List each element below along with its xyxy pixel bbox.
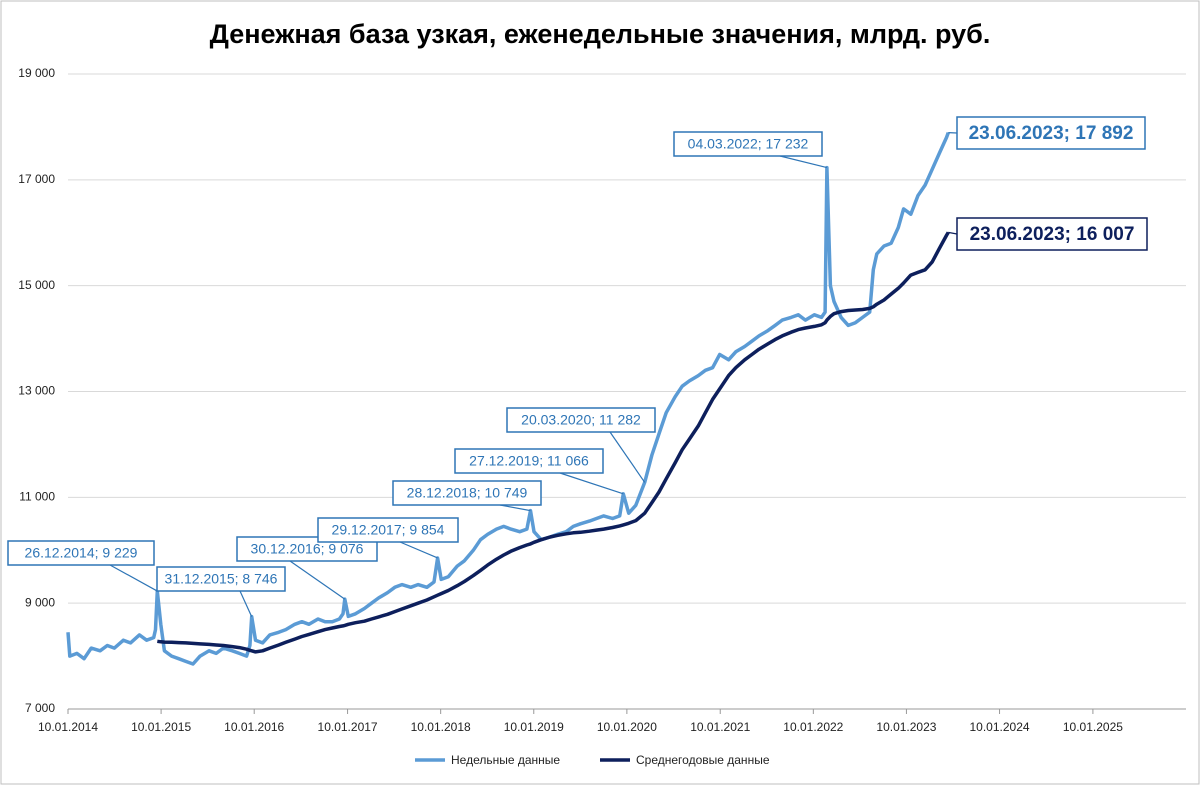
annotation-pointer — [779, 155, 827, 169]
annotation-box — [506, 407, 656, 433]
annotation-label: 29.12.2017; 9 854 — [332, 522, 445, 538]
annotation-label: 04.03.2022; 17 232 — [688, 136, 809, 152]
series-line — [157, 231, 950, 654]
x-tick-label: 10.01.2023 — [876, 720, 936, 734]
x-tick-label: 10.01.2022 — [783, 720, 843, 734]
x-tick-label: 10.01.2014 — [38, 720, 98, 734]
y-tick-label: 13 000 — [18, 384, 55, 398]
annotation-pointer — [289, 560, 346, 600]
x-tick-label: 10.01.2015 — [131, 720, 191, 734]
chart-title: Денежная база узкая, еженедельные значен… — [210, 19, 991, 49]
x-tick-label: 10.01.2020 — [597, 720, 657, 734]
annotation: 04.03.2022; 17 232 — [673, 131, 827, 169]
annotation: 26.12.2014; 9 229 — [7, 540, 158, 592]
y-tick-label: 19 000 — [18, 66, 55, 80]
annotation-box — [156, 566, 286, 592]
annotation-box — [392, 480, 542, 506]
annotation-pointer — [499, 504, 531, 512]
annotation-label: 27.12.2019; 11 066 — [469, 453, 589, 469]
annotation: 31.12.2015; 8 746 — [156, 566, 286, 617]
annotation-pointer — [948, 231, 958, 235]
annotation-box — [7, 540, 155, 566]
annotation-label: 26.12.2014; 9 229 — [25, 545, 138, 561]
legend-label: Недельные данные — [451, 753, 560, 767]
y-tick-label: 9 000 — [25, 595, 55, 609]
x-tick-label: 10.01.2025 — [1063, 720, 1123, 734]
annotation-label: 31.12.2015; 8 746 — [165, 571, 278, 587]
annotation-box — [956, 116, 1146, 150]
x-tick-label: 10.01.2021 — [690, 720, 750, 734]
series-line — [66, 131, 950, 666]
y-tick-label: 7 000 — [25, 701, 55, 715]
annotation-pointer — [559, 472, 624, 495]
annotation-label: 23.06.2023; 17 892 — [969, 123, 1134, 144]
annotation-box — [317, 517, 459, 543]
y-tick-label: 17 000 — [18, 172, 55, 186]
annotation: 23.06.2023; 17 892 — [948, 116, 1146, 150]
annotation-pointer — [399, 541, 438, 559]
annotation-box — [454, 448, 604, 474]
annotation: 28.12.2018; 10 749 — [392, 480, 542, 512]
y-tick-label: 15 000 — [18, 278, 55, 292]
annotation-box — [673, 131, 823, 157]
annotation-pointer — [109, 564, 158, 592]
x-tick-label: 10.01.2019 — [504, 720, 564, 734]
y-tick-label: 11 000 — [19, 490, 55, 504]
annotation-label: 30.12.2016; 9 076 — [251, 541, 364, 557]
annotation: 29.12.2017; 9 854 — [317, 517, 459, 559]
x-tick-label: 10.01.2024 — [970, 720, 1030, 734]
annotation-box — [956, 217, 1148, 251]
annotation: 27.12.2019; 11 066 — [454, 448, 624, 495]
annotation-label: 20.03.2020; 11 282 — [521, 412, 641, 428]
legend-label: Среднегодовые данные — [636, 753, 770, 767]
annotation-label: 28.12.2018; 10 749 — [407, 485, 528, 501]
x-tick-label: 10.01.2018 — [411, 720, 471, 734]
annotation-label: 23.06.2023; 16 007 — [970, 224, 1135, 245]
x-tick-label: 10.01.2016 — [224, 720, 284, 734]
annotation: 20.03.2020; 11 282 — [506, 407, 656, 483]
annotation-pointer — [239, 590, 253, 617]
annotation: 23.06.2023; 16 007 — [948, 217, 1148, 251]
x-tick-label: 10.01.2017 — [318, 720, 378, 734]
annotation-pointer — [609, 431, 646, 483]
